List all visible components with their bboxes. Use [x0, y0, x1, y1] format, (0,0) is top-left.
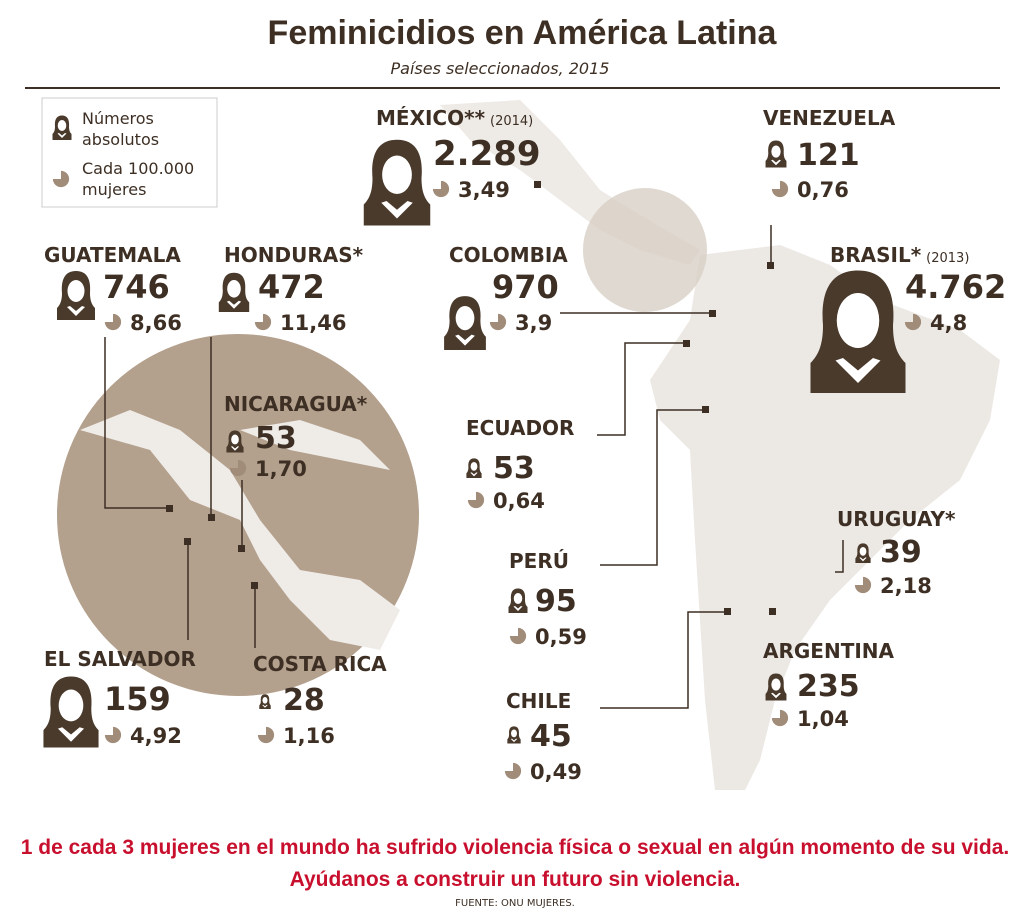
rate-value: 0,76 [797, 178, 849, 202]
rate-icon [254, 313, 272, 331]
woman-icon [363, 139, 431, 226]
absolute-value: 235 [797, 669, 860, 704]
legend-label: Números [82, 109, 154, 128]
rate-value: 4,92 [130, 724, 182, 748]
absolute-value: 95 [535, 584, 577, 619]
woman-icon [508, 588, 528, 613]
rate-icon [257, 726, 275, 744]
rate-value: 11,46 [280, 311, 346, 335]
rate-icon [467, 491, 485, 509]
rate-value: 2,18 [880, 574, 932, 598]
country-name: BRASIL* [830, 243, 922, 267]
rate-value: 0,49 [530, 760, 582, 784]
absolute-value: 39 [880, 535, 922, 570]
country-name: PERÚ [509, 549, 569, 573]
country-note: (2014) [490, 114, 533, 129]
absolute-value: 121 [797, 138, 860, 173]
legend-box [41, 97, 218, 208]
rate-value: 8,66 [130, 311, 182, 335]
footer-message: Ayúdanos a construir un futuro sin viole… [290, 868, 741, 891]
country-name: COSTA RICA [253, 652, 387, 676]
country-name: NICARAGUA* [224, 392, 368, 416]
rate-value: 1,16 [283, 724, 335, 748]
connectors [104, 181, 844, 709]
absolute-value: 53 [255, 421, 297, 456]
source: FUENTE: ONU MUJERES. [455, 898, 575, 909]
absolute-value: 4.762 [905, 268, 1006, 306]
rate-value: 0,64 [493, 489, 545, 513]
rate-icon [504, 762, 522, 780]
footer-message: 1 de cada 3 mujeres en el mundo ha sufri… [21, 836, 1009, 859]
country-name: VENEZUELA [763, 106, 896, 130]
rate-icon [771, 180, 789, 198]
woman-icon [43, 676, 99, 748]
rate-value: 1,70 [255, 457, 307, 481]
country-name: GUATEMALA [44, 243, 181, 267]
country-name: MÉXICO** [376, 106, 486, 130]
rate-icon [104, 313, 122, 331]
rate-icon [489, 313, 507, 331]
absolute-value: 53 [493, 451, 535, 486]
country-name: ARGENTINA [763, 639, 895, 663]
legend-label: mujeres [82, 180, 146, 199]
country-name: HONDURAS* [224, 243, 364, 267]
woman-icon [507, 726, 521, 744]
woman-icon [466, 458, 482, 478]
rate-value: 4,8 [930, 311, 967, 335]
country-note: (2013) [926, 251, 969, 266]
country-name: CHILE [506, 689, 571, 713]
title: Feminicidios en América Latina [268, 14, 778, 52]
rate-icon [509, 627, 527, 645]
rate-value: 3,49 [458, 178, 510, 202]
country-name: COLOMBIA [449, 243, 568, 267]
country-name: ECUADOR [466, 416, 574, 440]
legend-label: Cada 100.000 [82, 159, 194, 178]
absolute-value: 159 [104, 680, 171, 718]
country-name: URUGUAY* [837, 507, 956, 531]
absolute-value: 970 [492, 268, 559, 306]
rate-icon [432, 180, 450, 198]
absolute-value: 2.289 [433, 134, 541, 174]
rate-value: 0,59 [535, 625, 587, 649]
country-name: EL SALVADOR [44, 647, 196, 671]
rate-value: 3,9 [515, 311, 552, 335]
rate-icon [854, 576, 872, 594]
countries: MÉXICO** (2014) 2.289 3,49 VENEZUELA 121 0,76 G… [43, 106, 1006, 784]
legend-label: absolutos [82, 130, 159, 149]
woman-icon [218, 272, 250, 312]
absolute-value: 45 [530, 719, 572, 754]
subtitle: Países seleccionados, 2015 [391, 59, 610, 78]
map [55, 100, 1000, 790]
rate-icon [771, 709, 789, 727]
absolute-value: 746 [103, 268, 170, 306]
absolute-value: 472 [258, 268, 325, 306]
rate-icon [104, 726, 122, 744]
absolute-value: 28 [283, 683, 325, 718]
woman-icon [57, 271, 95, 320]
woman-icon [444, 296, 486, 350]
rate-value: 1,04 [797, 707, 849, 731]
woman-icon [765, 140, 787, 168]
